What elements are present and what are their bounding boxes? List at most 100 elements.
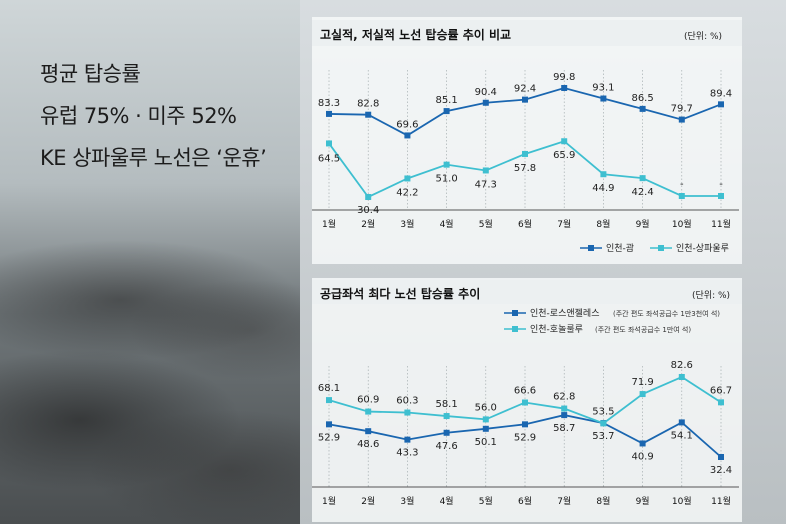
data-point-1 bbox=[639, 440, 646, 447]
legend-marker-2 bbox=[658, 245, 664, 251]
data-label: 53.7 bbox=[592, 431, 614, 442]
legend-label-2: 인천-호놀룰루 bbox=[530, 324, 583, 335]
x-tick-label: 4월 bbox=[440, 495, 454, 507]
x-tick-label: 7월 bbox=[557, 218, 571, 230]
data-label: - bbox=[719, 179, 723, 190]
data-label: 50.1 bbox=[475, 437, 497, 448]
data-label: 30.4 bbox=[357, 205, 379, 216]
chart-1-plot: 1월 2월 3월 4월 5월 6월 7월 8월 9월 10월 11월 83.3 82.8 69.6 85.1… bbox=[312, 70, 739, 254]
chart-1-title: 고실적, 저실적 노선 탑승률 추이 비교 bbox=[320, 28, 512, 42]
x-tick-label: 10월 bbox=[672, 218, 692, 230]
data-point-1 bbox=[365, 428, 372, 435]
data-label: 58.7 bbox=[553, 423, 575, 434]
data-point-2 bbox=[718, 193, 724, 199]
data-point-2 bbox=[522, 150, 528, 157]
data-label: 54.1 bbox=[671, 430, 693, 441]
data-label: 40.9 bbox=[631, 451, 653, 462]
legend-marker-1 bbox=[512, 310, 518, 316]
x-tick-label: 9월 bbox=[636, 495, 650, 507]
x-tick-label: 2월 bbox=[361, 218, 375, 230]
data-label: 79.7 bbox=[671, 104, 693, 115]
data-point-1 bbox=[561, 412, 568, 419]
data-label: 62.8 bbox=[553, 392, 575, 403]
data-point-2 bbox=[600, 171, 607, 178]
data-point-2 bbox=[443, 161, 450, 168]
data-point-1 bbox=[522, 96, 528, 103]
data-point-2 bbox=[482, 416, 489, 423]
x-tick-label: 8월 bbox=[596, 218, 610, 230]
chart-2-unit: (단위: %) bbox=[692, 291, 731, 301]
data-label: 83.3 bbox=[318, 98, 340, 109]
data-label: 60.9 bbox=[357, 395, 379, 406]
x-tick-label: 4월 bbox=[440, 218, 454, 230]
legend-note-1: (주간 편도 좌석공급수 1만3천여 석) bbox=[613, 309, 720, 318]
legend-label-1: 인천-로스앤젤레스 bbox=[530, 307, 600, 319]
x-tick-label: 11월 bbox=[711, 218, 731, 230]
data-label: 44.9 bbox=[592, 183, 614, 194]
data-point-1 bbox=[365, 111, 372, 118]
data-label: 57.8 bbox=[514, 163, 536, 174]
headline-line-3: KE 상파울루 노선은 ‘운휴’ bbox=[40, 146, 267, 170]
data-label: 66.7 bbox=[710, 385, 732, 396]
x-tick-label: 11월 bbox=[711, 495, 731, 507]
data-label: 89.4 bbox=[710, 88, 732, 99]
legend-label-1: 인천-괌 bbox=[606, 242, 634, 254]
x-tick-label: 1월 bbox=[322, 495, 336, 507]
chart-1-unit: (단위: %) bbox=[684, 32, 723, 42]
data-point-2 bbox=[326, 140, 332, 147]
x-tick-label: 5월 bbox=[479, 218, 493, 230]
chart-2-plot: 1월 2월 3월 4월 5월 6월 7월 8월 9월 10월 11월 52.9 48.6 43.3 47.6… bbox=[312, 307, 739, 507]
data-point-2 bbox=[404, 175, 411, 182]
data-point-1 bbox=[482, 99, 489, 106]
legend-note-2: (주간 편도 좌석공급수 1만여 석) bbox=[595, 325, 691, 334]
data-label: 68.1 bbox=[318, 383, 340, 394]
data-point-2 bbox=[639, 175, 646, 182]
data-label: 48.6 bbox=[357, 439, 379, 450]
data-label: 93.1 bbox=[592, 83, 614, 94]
data-point-1 bbox=[718, 101, 724, 108]
data-point-1 bbox=[443, 108, 450, 115]
chart-panel-1 bbox=[312, 17, 742, 264]
data-label: 69.6 bbox=[396, 119, 418, 130]
data-point-2 bbox=[365, 194, 372, 200]
data-label: 53.5 bbox=[592, 406, 614, 417]
data-label: - bbox=[680, 179, 684, 190]
data-point-1 bbox=[522, 421, 528, 428]
data-point-1 bbox=[326, 421, 332, 428]
legend-marker-1 bbox=[588, 245, 594, 251]
data-point-2 bbox=[561, 405, 568, 412]
data-point-2 bbox=[678, 193, 685, 199]
data-point-1 bbox=[404, 132, 411, 139]
x-tick-label: 7월 bbox=[557, 495, 571, 507]
data-label: 43.3 bbox=[396, 448, 418, 459]
legend-marker-2 bbox=[512, 326, 518, 332]
chart-2-title-bar bbox=[312, 280, 742, 304]
data-point-1 bbox=[443, 429, 450, 436]
data-point-2 bbox=[365, 408, 372, 415]
data-label: 47.6 bbox=[435, 441, 457, 452]
data-label: 58.1 bbox=[435, 399, 457, 410]
data-point-1 bbox=[718, 454, 724, 460]
data-label: 52.9 bbox=[514, 432, 536, 443]
data-label: 47.3 bbox=[475, 179, 497, 190]
data-label: 42.4 bbox=[631, 187, 653, 198]
x-tick-label: 2월 bbox=[361, 495, 375, 507]
x-tick-label: 9월 bbox=[636, 218, 650, 230]
data-label: 56.0 bbox=[475, 402, 497, 413]
data-label: 64.5 bbox=[318, 153, 340, 164]
data-point-2 bbox=[600, 420, 607, 427]
x-tick-label: 6월 bbox=[518, 495, 532, 507]
data-point-1 bbox=[600, 95, 607, 102]
x-tick-label: 8월 bbox=[596, 495, 610, 507]
data-label: 71.9 bbox=[631, 377, 653, 388]
data-point-1 bbox=[561, 85, 568, 91]
chart-2-title: 공급좌석 최다 노선 탑승률 추이 bbox=[320, 287, 481, 301]
chart-1-title-bar bbox=[312, 20, 742, 46]
data-point-2 bbox=[326, 397, 332, 404]
x-tick-label: 6월 bbox=[518, 218, 532, 230]
data-label: 51.0 bbox=[435, 174, 457, 185]
x-tick-label: 5월 bbox=[479, 495, 493, 507]
data-point-2 bbox=[561, 138, 568, 145]
data-point-2 bbox=[404, 409, 411, 416]
data-label: 82.8 bbox=[357, 99, 379, 110]
